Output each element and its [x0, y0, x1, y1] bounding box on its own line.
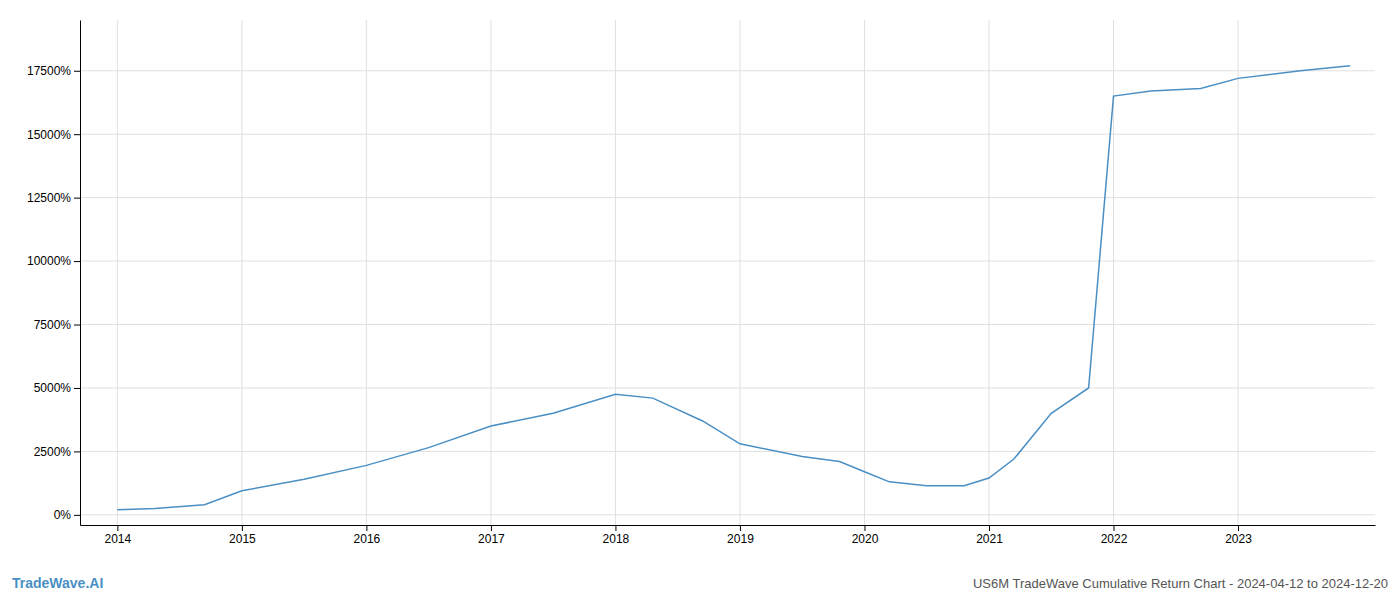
x-tick-label: 2021 — [976, 532, 1003, 546]
plot-area: 2014 2015 2016 2017 2018 2019 2020 2021 2022 2023… — [27, 20, 1376, 546]
x-grid-line — [864, 20, 865, 525]
y-tick-mark — [74, 261, 80, 262]
y-grid-line — [80, 324, 1375, 325]
x-tick-mark — [989, 525, 990, 531]
x-tick-label: 2022 — [1101, 532, 1128, 546]
y-tick-mark — [74, 71, 80, 72]
x-tick-mark — [740, 525, 741, 531]
x-tick-mark — [117, 525, 118, 531]
y-grid-line — [80, 514, 1375, 515]
grid — [80, 20, 1375, 525]
x-tick-mark — [864, 525, 865, 531]
x-tick: 2017 — [478, 525, 505, 546]
y-tick: 15000% — [27, 128, 80, 142]
x-tick-label: 2014 — [105, 532, 132, 546]
x-tick-label: 2017 — [478, 532, 505, 546]
x-axis: 2014 2015 2016 2017 2018 2019 2020 2021 2022 2023 — [81, 525, 1376, 546]
y-tick-label: 0% — [54, 508, 72, 522]
x-tick: 2022 — [1101, 525, 1128, 546]
x-tick: 2015 — [229, 525, 256, 546]
y-tick-mark — [74, 451, 80, 452]
y-tick-label: 15000% — [27, 128, 71, 142]
title: US6M TradeWave Cumulative Return Chart -… — [973, 576, 1388, 591]
marks — [117, 66, 1350, 510]
y-tick-label: 7500% — [34, 318, 72, 332]
x-tick: 2019 — [727, 525, 754, 546]
y-tick: 0% — [54, 508, 80, 522]
y-tick-mark — [74, 198, 80, 199]
y-tick-label: 17500% — [27, 64, 71, 78]
y-tick: 2500% — [34, 445, 80, 459]
x-tick-mark — [1238, 525, 1239, 531]
x-tick-mark — [491, 525, 492, 531]
y-tick-label: 2500% — [34, 445, 72, 459]
y-tick-mark — [74, 388, 80, 389]
y-tick: 5000% — [34, 381, 80, 395]
x-tick-label: 2018 — [603, 532, 630, 546]
y-tick: 7500% — [34, 318, 80, 332]
y-tick-label: 5000% — [34, 381, 72, 395]
x-tick-mark — [242, 525, 243, 531]
x-tick: 2023 — [1225, 525, 1252, 546]
y-axis: 0% 2500% 5000% 7500% 10000% 12500% 15000% 17500… — [27, 21, 81, 526]
x-grid-line — [366, 20, 367, 525]
x-tick: 2016 — [354, 525, 381, 546]
x-grid-line — [117, 20, 118, 525]
x-tick-mark — [615, 525, 616, 531]
x-tick-label: 2019 — [727, 532, 754, 546]
y-grid-line — [80, 451, 1375, 452]
line — [117, 66, 1350, 510]
y-grid-line — [80, 261, 1375, 262]
x-tick: 2018 — [603, 525, 630, 546]
x-tick-mark — [366, 525, 367, 531]
y-tick-mark — [74, 325, 80, 326]
y-grid-line — [80, 134, 1375, 135]
x-grid-line — [490, 20, 491, 525]
x-tick: 2020 — [852, 525, 879, 546]
x-tick-label: 2023 — [1225, 532, 1252, 546]
x-tick-mark — [1114, 525, 1115, 531]
y-tick-label: 10000% — [27, 254, 71, 268]
y-tick-mark — [74, 515, 80, 516]
x-grid-line — [739, 20, 740, 525]
y-grid-line — [80, 387, 1375, 388]
y-tick-mark — [74, 134, 80, 135]
y-grid-line — [80, 70, 1375, 71]
x-grid-line — [615, 20, 616, 525]
y-axis-line — [80, 21, 81, 526]
x-tick: 2021 — [976, 525, 1003, 546]
x-tick-label: 2020 — [852, 532, 879, 546]
y-grid-line — [80, 197, 1375, 198]
watermark: TradeWave.AI — [12, 575, 103, 591]
x-grid-line — [241, 20, 242, 525]
x-grid-line — [988, 20, 989, 525]
y-tick: 17500% — [27, 64, 80, 78]
x-grid-line — [1238, 20, 1239, 525]
x-tick-label: 2015 — [229, 532, 256, 546]
x-tick-label: 2016 — [354, 532, 381, 546]
y-tick-label: 12500% — [27, 191, 71, 205]
x-tick: 2014 — [105, 525, 132, 546]
chart: 2014 2015 2016 2017 2018 2019 2020 2021 2022 2023… — [0, 0, 1400, 600]
y-tick: 12500% — [27, 191, 80, 205]
y-tick: 10000% — [27, 254, 80, 268]
x-axis-line — [81, 525, 1376, 526]
